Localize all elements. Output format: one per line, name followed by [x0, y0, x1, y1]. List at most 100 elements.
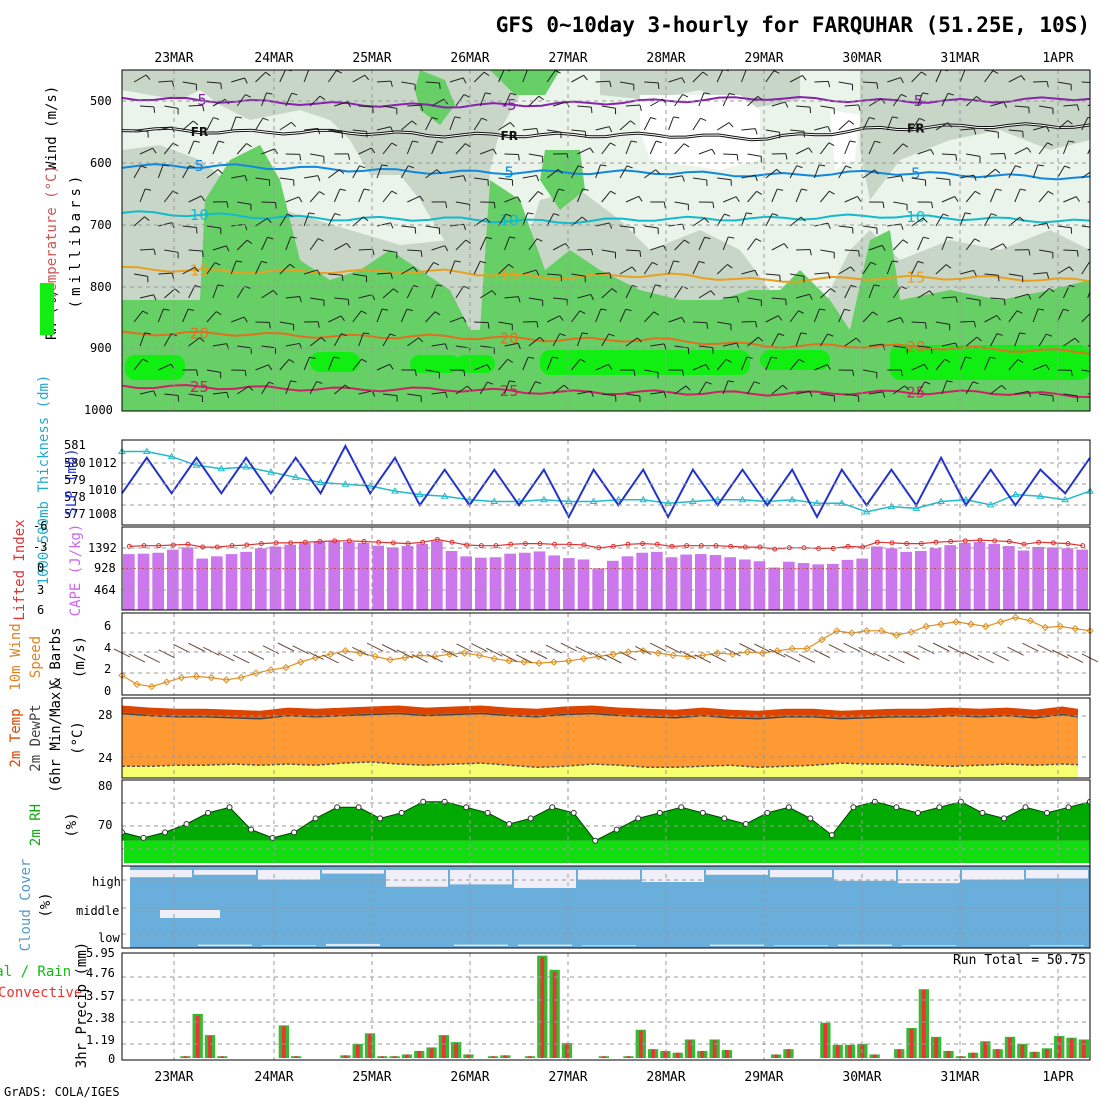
- wind-barb-flag: [753, 381, 760, 385]
- wind-barb-flag: [153, 106, 156, 113]
- wind-speed-point: [192, 672, 201, 681]
- wind-barb-flag: [372, 249, 375, 256]
- wind-barb: [1033, 80, 1048, 83]
- wind-speed-point: [207, 673, 216, 682]
- wind-barb-flag: [974, 238, 981, 242]
- isotherm-label: FR: [907, 122, 924, 136]
- wind-barb: [504, 196, 518, 203]
- lifted-index-point: [390, 540, 396, 546]
- wind-barb: [1032, 364, 1047, 371]
- wind-speed-point: [967, 620, 975, 628]
- wind-barb-flag: [1048, 287, 1055, 293]
- wind-barb-flag: [1046, 223, 1050, 230]
- wind-barb-flag: [682, 94, 689, 98]
- wind-barb: [133, 358, 144, 371]
- wind-barb: [139, 248, 155, 251]
- lifted-index-point: [156, 543, 162, 549]
- wind-barb-flag: [339, 188, 346, 191]
- precip-panel: [180, 955, 1089, 1058]
- wind-barb-flag: [777, 315, 783, 321]
- wind-barb-flag: [535, 269, 540, 276]
- wind-barb: [285, 342, 300, 347]
- p4-tick: 0: [104, 684, 111, 698]
- wind-speed-point: [326, 650, 335, 658]
- wind-barb: [771, 101, 786, 107]
- lifted-index-point: [464, 542, 470, 548]
- precip-convective-bar: [220, 1056, 225, 1058]
- wind-barb: [966, 297, 981, 301]
- wind-barb-flag: [463, 224, 467, 231]
- wind-speed-point: [535, 659, 543, 667]
- wind-barb: [643, 117, 651, 131]
- wind-barb: [310, 153, 324, 157]
- wind-barb-flag: [857, 196, 862, 202]
- surface-wind-barb: [888, 654, 905, 664]
- wind-barb-flag: [493, 202, 496, 209]
- wind-barb: [820, 288, 832, 299]
- wind-barb-flag: [317, 175, 321, 182]
- wind-barb-flag: [637, 337, 643, 343]
- cloud-high-gap: [706, 870, 768, 875]
- wind-barb-flag: [319, 95, 326, 100]
- wind-barb: [935, 70, 942, 83]
- isotherm-label: 15: [190, 262, 209, 280]
- wind-barb: [236, 385, 250, 395]
- wind-barb: [911, 261, 919, 275]
- wind-speed-point: [252, 669, 260, 677]
- wind-barb-flag: [1096, 83, 1097, 89]
- wind-barb: [790, 129, 805, 132]
- surface-wind-barb: [694, 654, 712, 664]
- wind-barb: [376, 164, 383, 179]
- rh-bright-blob: [125, 355, 185, 380]
- wind-barb-flag: [639, 250, 642, 257]
- wind-barb-flag: [412, 140, 419, 143]
- lifted-index-point: [566, 541, 572, 547]
- wind-barb: [547, 129, 562, 133]
- date-label-top: 27MAR: [548, 51, 587, 66]
- p2-tick-left: 577: [64, 507, 86, 521]
- cloud-high-gap: [386, 870, 448, 887]
- wind-barb-flag: [1068, 140, 1075, 143]
- wind-barb-flag: [609, 272, 612, 279]
- wind-barb-flag: [537, 191, 544, 195]
- cape-bar: [401, 546, 414, 610]
- wind-barb-flag: [1070, 370, 1073, 377]
- wind-barb: [400, 120, 413, 131]
- wind-barb: [164, 105, 179, 109]
- wind-speed-point: [1026, 617, 1035, 625]
- wind-barb-flag: [1074, 337, 1080, 343]
- rh2m-point: [678, 804, 685, 811]
- wind-barb-flag: [559, 315, 564, 321]
- wind-barb-flag: [579, 310, 586, 315]
- wind-barb: [674, 201, 689, 205]
- wind-barb: [917, 92, 923, 107]
- wind-barb: [862, 81, 878, 84]
- wind-barb-flag: [631, 266, 637, 272]
- wind-barb-flag: [663, 343, 667, 350]
- wind-barb-flag: [528, 356, 535, 359]
- cape-bar: [563, 558, 575, 610]
- lifted-index-point: [962, 538, 968, 544]
- wind-barb-flag: [225, 245, 230, 252]
- p3-tick-right: 464: [94, 583, 116, 597]
- cape-bar: [387, 547, 399, 610]
- rh2m-point: [936, 804, 943, 811]
- wind-barb: [1033, 272, 1048, 275]
- wind-barb-flag: [964, 212, 971, 215]
- wind-barb-flag: [663, 391, 667, 398]
- rh2m-point: [312, 815, 319, 822]
- date-label-bottom: 31MAR: [940, 1070, 979, 1085]
- wind-barb: [789, 358, 800, 371]
- wind-barb: [188, 337, 201, 347]
- precip-convective-bar: [835, 1045, 840, 1058]
- thickness-point: [937, 497, 945, 504]
- cape-bar: [489, 557, 502, 610]
- wind-barb-flag: [1046, 81, 1049, 88]
- wind-barb: [304, 175, 318, 179]
- wind-barb: [1032, 125, 1047, 131]
- wind-barb: [820, 142, 830, 155]
- wind-barb: [1032, 164, 1039, 179]
- date-label-top: 31MAR: [940, 51, 979, 66]
- wind-barb: [139, 390, 154, 395]
- wind-speed-point: [1056, 622, 1064, 631]
